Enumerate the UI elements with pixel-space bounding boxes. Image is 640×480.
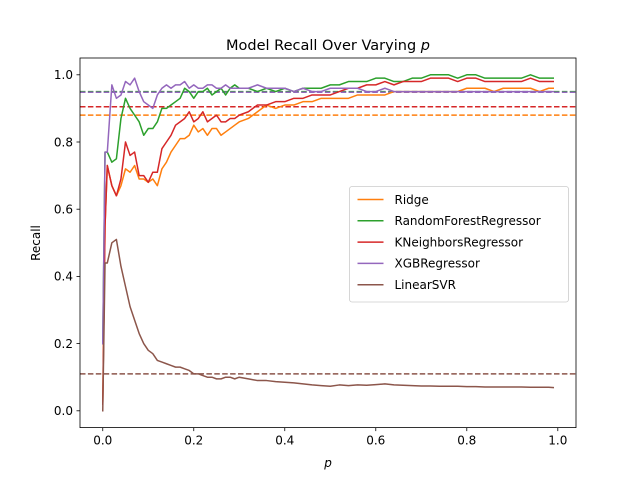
y-axis-label: Recall	[29, 225, 43, 261]
plot-frame	[79, 57, 577, 429]
legend-label: Ridge	[395, 193, 429, 207]
y-tick-label: 0.8	[54, 135, 73, 149]
x-axis-label: p	[323, 456, 332, 470]
y-tick-label: 0.2	[54, 337, 73, 351]
series-line-xgbregressor	[101, 77, 554, 345]
series-line-linearsvr	[101, 238, 555, 412]
x-tick-label: 0.0	[93, 434, 112, 448]
x-tick-label: 1.0	[548, 434, 567, 448]
legend-label: XGBRegressor	[395, 257, 480, 271]
y-tick-label: 1.0	[54, 68, 73, 82]
y-tick-label: 0.0	[54, 404, 73, 418]
legend-label: LinearSVR	[395, 278, 456, 292]
x-tick-label: 0.2	[184, 434, 203, 448]
legend-box	[349, 186, 569, 303]
x-tick-label: 0.4	[275, 434, 294, 448]
x-tick-label: 0.6	[366, 434, 385, 448]
reference-lines	[80, 90, 576, 375]
x-tick-label: 0.8	[457, 434, 476, 448]
series-lines	[101, 74, 555, 412]
series-line-randomforestregressor	[101, 74, 554, 345]
y-axis-ticks: 0.0 0.2 0.4 0.6 0.8 1.0	[54, 68, 80, 418]
chart-title: Model Recall Over Varying p	[226, 38, 430, 54]
y-tick-label: 0.6	[54, 203, 73, 217]
legend-label: KNeighborsRegressor	[395, 235, 524, 249]
legend-label: RandomForestRegressor	[395, 214, 541, 228]
legend: Ridge RandomForestRegressor KNeighborsRegr…	[349, 186, 569, 303]
series-line-kneighborsregressor	[101, 77, 554, 405]
x-axis-ticks: 0.0 0.2 0.4 0.6 0.8 1.0	[93, 427, 567, 448]
y-tick-label: 0.4	[54, 270, 73, 284]
